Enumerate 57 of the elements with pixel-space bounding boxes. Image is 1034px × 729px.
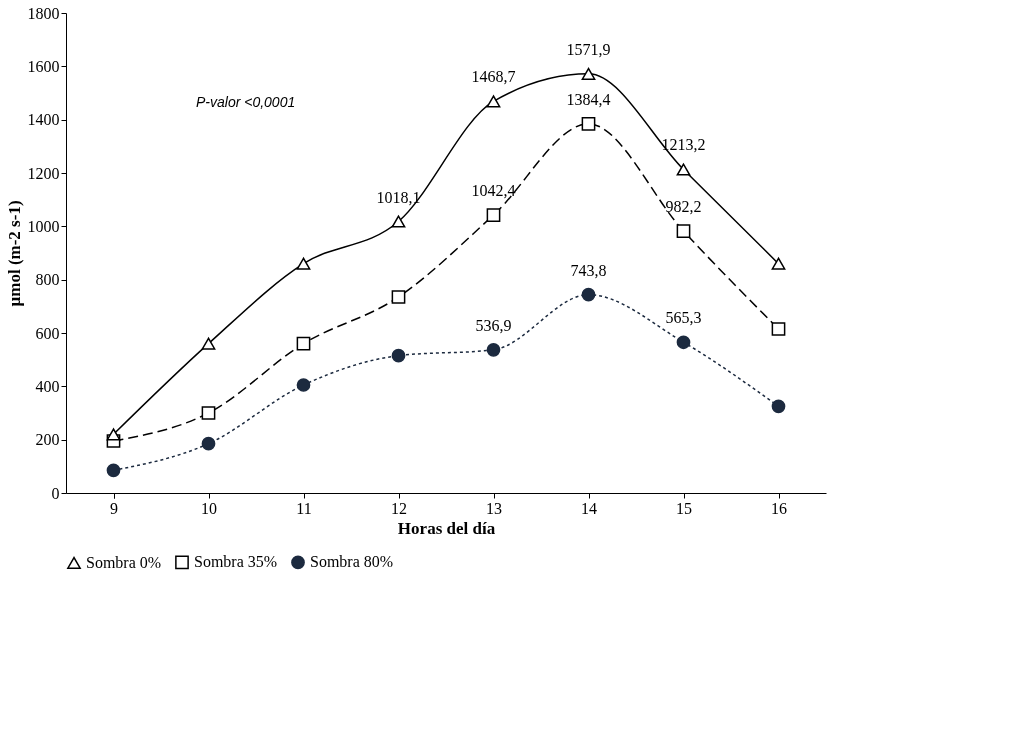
x-tick-label: 9 <box>110 499 118 517</box>
y-tick-label: 1800 <box>27 4 60 22</box>
x-tick-label: 16 <box>771 499 787 517</box>
data-label: 1018,1 <box>376 188 421 206</box>
data-label: 743,8 <box>570 261 607 279</box>
data-label: 1468,7 <box>471 68 516 86</box>
point <box>486 95 501 108</box>
point <box>296 336 311 351</box>
data-label: 536,9 <box>475 316 512 334</box>
point <box>486 208 501 222</box>
legend-label: Sombra 0% <box>86 553 162 571</box>
y-tick-label: 1000 <box>27 217 60 235</box>
legend-label: Sombra 80% <box>310 553 394 571</box>
point <box>771 257 786 270</box>
y-tick-label: 1600 <box>27 57 60 75</box>
data-label: 565,3 <box>665 309 702 327</box>
point <box>106 428 121 441</box>
x-axis-title: Horas del día <box>397 518 496 538</box>
point <box>391 215 406 228</box>
point <box>201 337 216 350</box>
x-tick-label: 15 <box>676 499 692 517</box>
x-tick-label: 11 <box>296 499 312 517</box>
point <box>106 463 121 478</box>
point <box>201 436 216 451</box>
point <box>581 287 596 302</box>
y-tick-label: 0 <box>51 484 60 502</box>
point <box>296 378 311 392</box>
x-tick-label: 13 <box>486 499 502 517</box>
y-tick-label: 1400 <box>27 111 60 129</box>
y-tick-label: 800 <box>35 271 60 289</box>
point <box>581 67 596 80</box>
y-tick-label: 600 <box>35 324 60 342</box>
x-tick-label: 12 <box>391 499 407 517</box>
y-tick-label: 400 <box>35 377 60 395</box>
point <box>771 399 786 414</box>
point <box>486 342 501 357</box>
annotation: P-valor <0,0001 <box>196 94 296 110</box>
data-label: 982,2 <box>665 198 702 216</box>
data-label: 1384,4 <box>566 90 611 108</box>
point <box>676 163 691 176</box>
point <box>201 406 216 420</box>
data-label: 1571,9 <box>566 40 611 58</box>
point <box>296 257 311 270</box>
point <box>676 224 691 238</box>
y-tick-label: 1200 <box>27 164 60 182</box>
x-tick-label: 14 <box>581 499 597 517</box>
point <box>581 116 596 131</box>
x-tick-label: 10 <box>201 499 217 517</box>
point <box>391 348 406 363</box>
legend-label: Sombra 35% <box>194 553 278 571</box>
data-label: 1042,4 <box>471 182 516 200</box>
point <box>391 290 406 304</box>
y-tick-label: 200 <box>35 431 60 449</box>
point <box>771 322 786 336</box>
point <box>676 335 691 350</box>
data-label: 1213,2 <box>661 136 706 154</box>
y-axis-title: µmol (m-2 s-1) <box>4 200 24 307</box>
